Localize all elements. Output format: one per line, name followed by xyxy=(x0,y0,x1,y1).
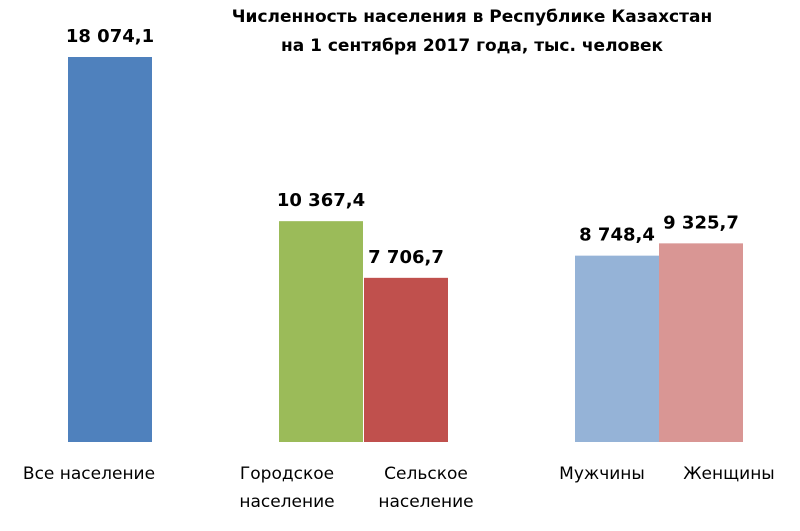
bar-4 xyxy=(659,243,743,442)
data-label-4: 9 325,7 xyxy=(663,212,739,233)
data-label-3: 8 748,4 xyxy=(579,225,655,246)
data-label-0: 18 074,1 xyxy=(66,26,154,47)
bars-layer: 18 074,1 Все население 10 367,4 Городское на… xyxy=(23,26,775,512)
category-label-2: Сельское население xyxy=(378,464,473,512)
data-label-1: 10 367,4 xyxy=(277,190,365,211)
category-label-0-line-0: Все население xyxy=(23,464,155,484)
category-label-3-line-0: Мужчины xyxy=(559,464,645,484)
bar-0 xyxy=(68,57,152,442)
category-label-1-line-1: население xyxy=(239,492,334,512)
category-label-4-line-0: Женщины xyxy=(683,464,774,484)
bar-3 xyxy=(575,255,659,442)
chart-title-line-2: на 1 сентября 2017 года, тыс. человек xyxy=(281,36,664,56)
category-label-0: Все население xyxy=(23,464,155,484)
category-label-4: Женщины xyxy=(683,464,774,484)
category-label-1: Городское население xyxy=(239,464,334,512)
data-label-2: 7 706,7 xyxy=(368,247,444,268)
category-label-1-line-0: Городское xyxy=(240,464,334,484)
bar-1 xyxy=(279,221,363,442)
category-label-3: Мужчины xyxy=(559,464,645,484)
category-label-2-line-1: население xyxy=(378,492,473,512)
chart-title-line-1: Численность населения в Республике Казах… xyxy=(232,7,712,27)
category-label-2-line-0: Сельское xyxy=(384,464,468,484)
bar-2 xyxy=(364,277,448,442)
